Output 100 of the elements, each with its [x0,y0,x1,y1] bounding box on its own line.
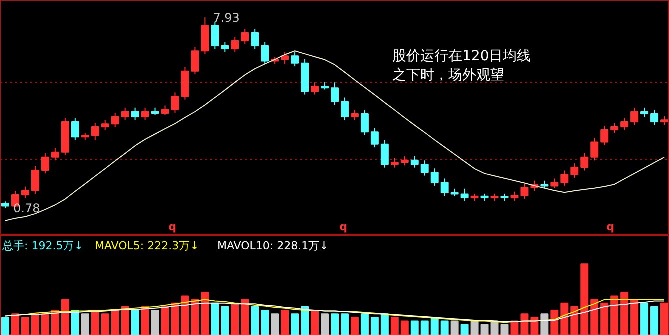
candlestick [410,156,419,168]
bar [31,314,40,335]
bar [11,314,20,335]
candlestick [390,158,399,168]
bar [2,317,10,335]
bar [520,314,529,335]
bar [370,317,379,335]
candlestick [251,28,260,50]
bar [141,306,150,335]
candlestick [550,178,559,189]
bar [460,324,469,335]
text: MAVOL10: 228.1万↓ [218,240,329,252]
candlestick [121,107,130,121]
bar [340,314,349,335]
bar [251,306,260,335]
bar [480,324,489,335]
candlestick [231,36,240,53]
candlestick [380,140,389,168]
bar [81,314,90,335]
candlestick [161,105,170,116]
candlestick [51,148,60,162]
bar [261,310,270,335]
candlestick [360,110,369,136]
bar [201,292,210,335]
candlestick [340,97,349,121]
bar [540,314,549,335]
bar [400,320,409,335]
candlestick [560,170,569,186]
candlestick [420,160,429,176]
bar [171,302,180,335]
candlestick [171,92,180,114]
bar [350,317,359,335]
bar [221,306,230,335]
bar [41,314,50,335]
candlestick [580,152,589,172]
text: 总手: 192.5万↓ [2,240,84,252]
candlestick [370,128,379,148]
bar [430,317,439,335]
bar [410,320,419,335]
candlestick [600,125,609,146]
bar [231,302,240,335]
bar [101,314,110,335]
candlestick [460,188,469,202]
bar [660,302,668,335]
bar [630,299,639,335]
candlestick [331,82,339,106]
bar [580,264,589,335]
candlestick [31,166,40,194]
bar [301,306,310,335]
candlestick [91,122,100,141]
bar [570,306,579,335]
bar [321,314,330,335]
bar [530,317,539,335]
bar [620,292,629,335]
candlestick [261,42,270,65]
bar [211,302,220,335]
candlestick [291,52,300,68]
candlestick [650,110,659,126]
bar [61,299,70,335]
candlestick [400,156,409,166]
annotation: 股价运行在120日均线之下时，场外观望 [392,48,532,84]
annotation: q [606,220,614,234]
bar [450,320,459,335]
bar [151,310,160,335]
candlestick [510,191,519,202]
candlestick [41,152,50,174]
bar [360,314,369,335]
bar [241,299,250,335]
bar [590,299,599,335]
candlestick [281,52,290,65]
candlestick [630,107,639,126]
annotation: q [340,220,348,234]
candlestick [640,107,649,118]
candlestick [520,183,529,200]
bar [131,310,140,335]
annotation: 0.78 [13,202,40,216]
annotation: q [168,220,176,234]
candlestick [350,110,359,121]
bar [281,310,290,335]
bar [470,320,479,335]
candlestick [71,118,80,141]
bar [440,320,449,335]
bar [311,310,320,335]
bar [550,310,559,335]
candlestick [430,168,439,186]
bar [111,310,120,335]
candlestick [141,107,150,121]
bar [420,320,429,335]
candlestick [131,107,140,121]
candlestick [111,112,120,128]
candlestick [241,28,250,45]
bar [161,306,170,335]
bar [640,302,649,335]
bar [650,306,659,335]
bar [21,317,30,335]
bar [560,302,569,335]
bar [331,314,339,335]
bar [191,299,200,335]
bar [71,310,80,335]
candlestick [21,186,30,199]
